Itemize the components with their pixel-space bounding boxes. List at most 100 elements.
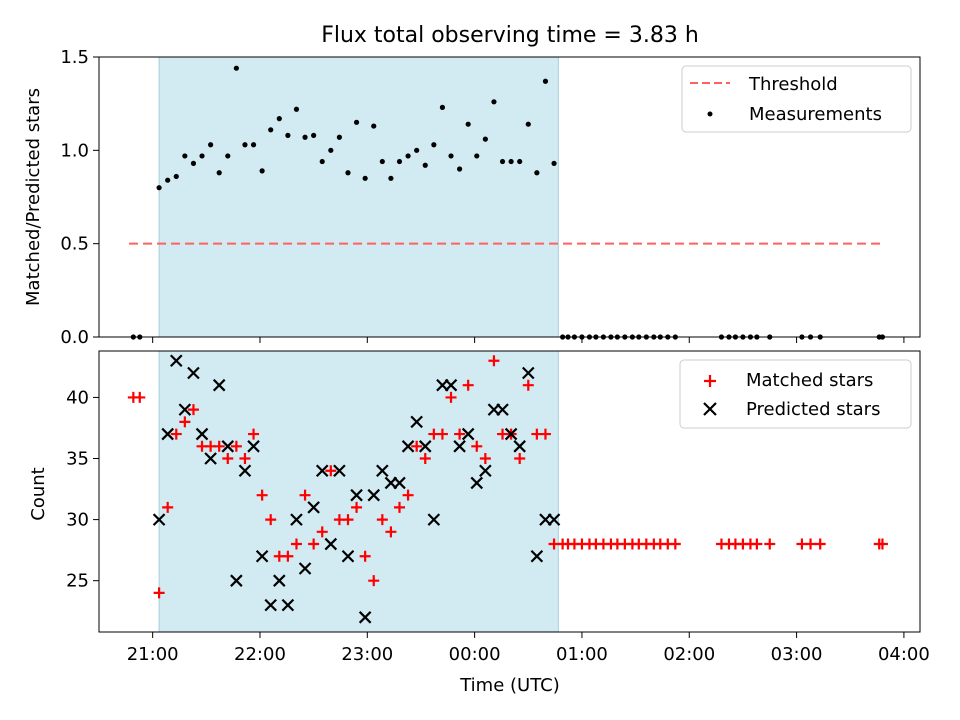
predicted-star-marker xyxy=(255,549,269,563)
predicted-star-marker xyxy=(195,427,209,441)
measurement-point xyxy=(250,142,257,148)
measurement-point xyxy=(285,132,291,138)
predicted-star-marker xyxy=(212,378,226,392)
measurement-point xyxy=(328,147,334,153)
predicted-star-marker xyxy=(358,611,372,624)
measurement-point xyxy=(534,170,540,176)
measurement-point xyxy=(173,173,179,180)
bottom-x-tick-label: 04:00 xyxy=(878,644,930,665)
predicted-star-marker xyxy=(522,366,535,380)
measurement-point xyxy=(276,116,282,122)
top-plot-frame xyxy=(98,56,921,338)
measurements-legend-label: Measurements xyxy=(749,104,882,125)
predicted-stars-legend-label: Predicted stars xyxy=(746,399,880,420)
measurement-point xyxy=(182,153,188,159)
predicted-star-marker xyxy=(427,513,441,526)
matched-star-marker xyxy=(488,355,500,367)
predicted-star-marker xyxy=(350,488,363,502)
measurement-point xyxy=(482,136,488,142)
matched-star-marker xyxy=(359,550,371,562)
matched-star-marker xyxy=(368,575,380,587)
top-chart-title: Flux total observing time = 3.83 h xyxy=(321,23,699,48)
matched-star-marker xyxy=(471,440,483,452)
measurement-point xyxy=(199,153,205,159)
measurements-legend-swatch xyxy=(707,111,713,117)
matched-star-marker xyxy=(522,379,534,391)
matched-star-marker xyxy=(751,538,763,550)
bottom-x-tick-label: 01:00 xyxy=(556,644,608,665)
bottom-x-tick-label: 03:00 xyxy=(771,644,823,665)
measurement-point xyxy=(456,166,463,172)
predicted-star-marker xyxy=(453,440,466,453)
measurement-point xyxy=(439,104,446,110)
bottom-x-tick-label: 00:00 xyxy=(449,644,501,665)
measurement-point xyxy=(293,106,300,112)
predicted-star-marker xyxy=(230,574,243,587)
matched-star-marker xyxy=(393,501,405,513)
measurement-point xyxy=(259,168,265,174)
matched-star-marker xyxy=(290,538,302,550)
matched-star-marker xyxy=(669,538,681,550)
bottom-panel: 25 30 35 40 21:00 22:00 23:00 00:00 01:00 02:00 03… xyxy=(66,350,930,665)
measurement-point xyxy=(302,134,308,140)
predicted-star-marker xyxy=(281,598,295,612)
predicted-star-marker xyxy=(247,440,260,453)
predicted-star-marker xyxy=(513,440,526,453)
measurement-point xyxy=(268,127,274,133)
matched-star-marker xyxy=(213,440,225,452)
predicted-star-marker xyxy=(161,427,174,441)
predicted-star-marker xyxy=(290,513,303,526)
bottom-y-axis-label: Count xyxy=(28,467,49,520)
matched-star-marker xyxy=(454,428,466,440)
bottom-plot-frame xyxy=(98,350,921,633)
matched-star-marker xyxy=(411,440,423,452)
measurement-point xyxy=(499,158,506,165)
matched-star-marker xyxy=(462,379,474,391)
predicted-star-marker xyxy=(307,501,320,514)
predicted-star-marker xyxy=(178,403,192,416)
measurement-point xyxy=(225,153,231,159)
measurement-point xyxy=(156,185,162,191)
top-y-axis-label: Matched/Predicted stars xyxy=(23,88,44,306)
measurement-point xyxy=(508,158,514,165)
predicted-star-marker xyxy=(238,464,252,478)
measurement-point xyxy=(353,119,360,125)
measurement-point xyxy=(474,153,480,159)
measurement-point xyxy=(190,160,197,166)
matched-star-marker xyxy=(351,501,363,513)
top-y-tick-label: 0.5 xyxy=(60,234,89,255)
predicted-star-marker xyxy=(204,452,217,465)
predicted-star-marker xyxy=(376,464,389,478)
measurement-point xyxy=(542,78,549,84)
measurement-point xyxy=(405,153,411,159)
measurement-point xyxy=(465,121,471,127)
bottom-y-tick-label: 35 xyxy=(66,449,89,470)
predicted-star-marker xyxy=(152,513,166,526)
bottom-legend-box xyxy=(679,359,912,429)
predicted-star-marker xyxy=(530,549,544,563)
predicted-star-marker xyxy=(401,440,415,453)
matched-star-marker xyxy=(239,453,251,465)
measurement-point xyxy=(319,158,325,165)
matched-star-marker xyxy=(248,428,260,440)
matched-star-marker xyxy=(299,489,311,501)
matched-stars-legend-swatch xyxy=(704,375,716,387)
matched-star-marker xyxy=(170,428,182,440)
bottom-legend: Matched stars Predicted stars xyxy=(679,359,912,429)
measurement-point xyxy=(242,142,248,148)
threshold-legend-label: Threshold xyxy=(748,74,838,95)
measurement-point xyxy=(388,175,394,181)
predicted-star-marker xyxy=(444,378,458,392)
matched-star-marker xyxy=(265,514,277,526)
matched-star-marker xyxy=(308,538,320,550)
predicted-star-marker xyxy=(410,415,423,429)
predicted-star-marker xyxy=(341,549,355,563)
matched-star-marker xyxy=(153,587,165,599)
top-shaded-region xyxy=(158,56,559,338)
matched-star-marker xyxy=(479,453,491,465)
predicted-star-marker xyxy=(504,427,518,441)
predicted-star-marker xyxy=(418,440,432,453)
bottom-x-tick-label: 02:00 xyxy=(663,644,715,665)
measurement-point xyxy=(491,99,497,105)
matched-star-marker xyxy=(256,489,268,501)
